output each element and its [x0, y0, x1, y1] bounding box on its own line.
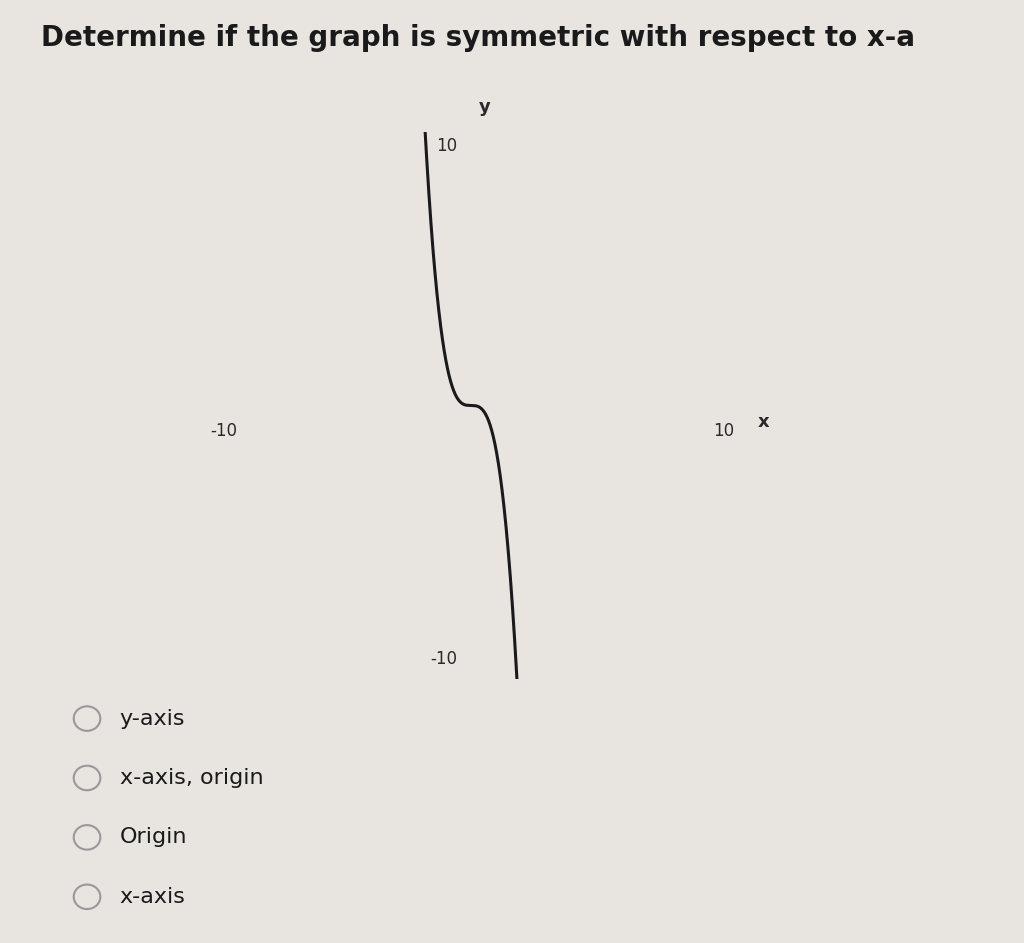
Text: -10: -10	[431, 650, 458, 668]
Text: 10: 10	[714, 422, 734, 439]
Text: Determine if the graph is symmetric with respect to x-a: Determine if the graph is symmetric with…	[41, 24, 915, 52]
Text: y: y	[478, 98, 490, 116]
Text: y-axis: y-axis	[120, 708, 185, 729]
Text: 10: 10	[436, 138, 458, 156]
Text: Origin: Origin	[120, 827, 187, 848]
Text: x-axis: x-axis	[120, 886, 185, 907]
Text: x-axis, origin: x-axis, origin	[120, 768, 263, 788]
Text: -10: -10	[210, 422, 238, 439]
Text: x: x	[758, 413, 770, 431]
